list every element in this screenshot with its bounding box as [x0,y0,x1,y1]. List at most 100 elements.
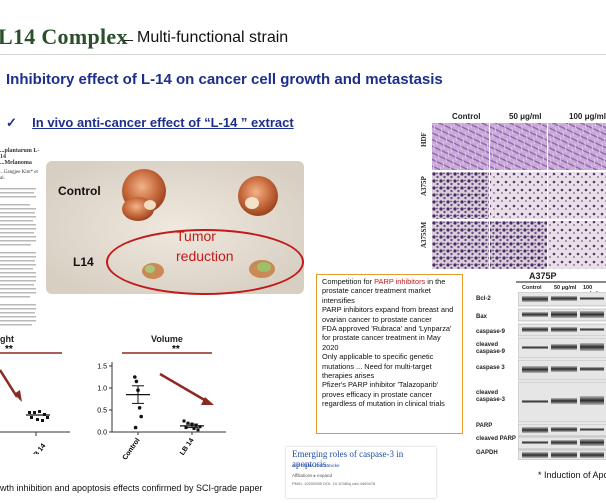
micro-cell-a375sm-50 [490,221,547,269]
y-tick-label: 0.5 [97,408,107,415]
wb-band [551,327,577,332]
snippet-line: ...plantarum L-14 [0,148,40,160]
wb-band [522,441,548,444]
wb-band [551,311,577,318]
chart-volume: ** 0.0 0.5 1.0 1.5 Control LB 14 [97,344,226,462]
data-point [46,416,49,419]
data-point [182,419,186,423]
trend-arrowhead [201,397,214,405]
wb-col-50: 50 μg/ml [554,285,577,291]
wb-label-gapdh: GAPDH [476,450,498,456]
wb-band [580,452,604,458]
paper-snippet-left: ...plantarum L-14 ...Melanoma ...Gangjee… [0,148,40,333]
reference-paper-card[interactable]: Emerging roles of caspase-3 in apoptosis… [286,447,436,498]
chart-weight-title: ght [0,334,14,344]
info-paragraph-2: PARP inhibitors expand from breast and o… [322,305,454,324]
wb-label-caspase3: caspase 3 [476,365,505,371]
wb-band [580,396,604,405]
wb-label-parp: PARP [476,423,493,429]
y-tick-label: 1.0 [97,386,107,393]
data-point [134,379,139,384]
header-divider [0,54,606,55]
data-point [41,419,44,422]
wb-band [522,400,548,403]
wb-band [522,312,548,317]
wb-label-cleaved-caspase9: cleaved caspase-9 [476,342,506,355]
y-tick-label: 0.0 [97,430,107,437]
data-point [198,425,202,429]
bullet-point: ✓ In vivo anti-cancer effect of “L-14 ” … [6,115,294,131]
wb-band [522,427,548,433]
chart-weight: ** LB 14 [0,344,70,454]
trend-arrow [159,372,209,404]
paper-affiliations[interactable]: Affiliations ▸ expand [292,473,332,478]
micro-cell-hdf-100 [548,123,606,170]
data-point [139,414,143,419]
wb-band [551,296,577,301]
wb-band [551,440,577,445]
wb-band [522,296,548,302]
wb-band [580,297,604,300]
western-blot-title: A375P [529,271,557,281]
wb-band [522,452,548,458]
chart-volume-title: Volume [151,334,183,344]
wb-band [522,366,548,373]
tumor-reduction-highlight [106,229,304,295]
wb-band [551,398,577,404]
wb-label-bax: Bax [476,314,488,320]
data-point [28,411,31,414]
label-control: Control [58,184,101,198]
data-point [38,410,41,413]
wb-band [580,367,604,371]
control-tumor-1 [122,169,166,221]
wb-band [580,343,604,351]
brand-logo: L14 Complex [0,24,128,49]
data-point [30,416,33,419]
info-paragraph-1: Competition for PARP inhibitors in the p… [322,277,446,305]
data-point [192,426,196,430]
info-paragraph-4: Only applicable to specific genetic muta… [322,352,434,381]
wb-col-control: Control [522,285,542,291]
paper-title[interactable]: Emerging roles of caspase-3 in apoptosis [292,449,404,469]
wb-band [580,328,604,331]
data-point [186,421,190,425]
tumor-label-line1: Tumor [176,228,216,244]
info-paragraph-3: FDA approved 'Rubraca' and 'Lynparza' fo… [322,324,452,352]
control-tumor-2 [238,176,278,216]
trend-arrowhead [14,390,22,402]
micro-cell-a375p-control [432,172,489,219]
title-separator: _ [124,25,133,42]
wb-label-cleaved-parp: cleaved PARP [476,436,516,442]
wb-band [522,346,548,349]
significance-label: ** [172,344,180,355]
microscopy-grid [432,123,606,269]
snippet-text-lines [0,188,36,326]
data-point [137,406,142,410]
data-point [33,411,36,414]
wb-band [580,439,604,446]
tumor-label-line2: reduction [176,248,234,264]
check-icon: ✓ [6,115,17,130]
wb-label-cleaved-caspase3: cleaved caspase-3 [476,390,506,403]
micro-cell-hdf-50 [490,123,547,170]
wb-band [580,311,604,318]
wb-band [551,427,577,432]
micro-cell-hdf-control [432,123,489,170]
micro-col-control: Control [452,112,481,121]
micro-row-a375p: A375P [420,176,428,196]
label-l14: L14 [73,255,94,269]
data-point [133,425,138,430]
x-tick-label: Control [122,437,142,461]
paper-pmid: PMID: 10200555 DOI: 10.1038/sj.cdd.44004… [292,481,376,486]
wb-bands [518,292,606,460]
footer-caption: wth inhibition and apoptosis effects con… [0,483,263,493]
micro-cell-a375p-50 [490,172,547,219]
tumor-reduction-label: Tumor reduction [176,226,234,266]
parp-info-box: Competition for PARP inhibitors in the p… [316,274,463,434]
snippet-line: ...Melanoma [0,160,32,166]
wb-band [551,452,577,458]
microscopy-panel: Control 50 μg/ml 100 μg/ml HDF A375P A37… [420,112,606,269]
micro-row-hdf: HDF [420,132,428,147]
x-tick-label: LB 14 [179,437,196,457]
slide-heading: Inhibitory effect of L-14 on cancer cell… [6,71,443,88]
